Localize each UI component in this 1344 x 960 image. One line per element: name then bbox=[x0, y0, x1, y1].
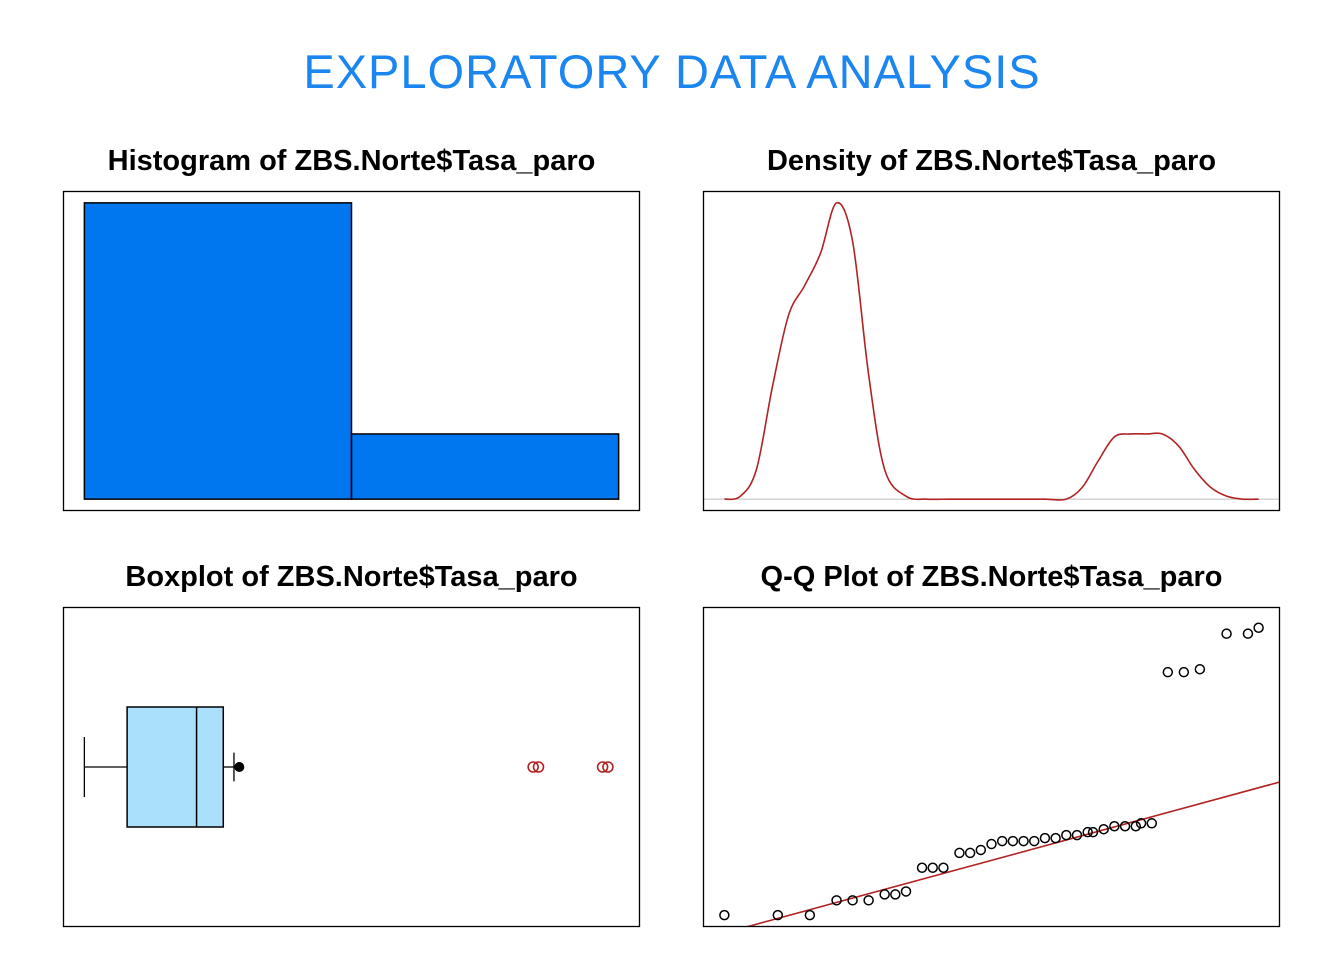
qq-point-18 bbox=[1018, 835, 1029, 847]
box-outlier-3 bbox=[602, 761, 614, 773]
qq-point-25 bbox=[1087, 826, 1099, 838]
qq-point-10 bbox=[927, 862, 938, 873]
histogram-bar-1 bbox=[350, 433, 620, 500]
qq-point-27 bbox=[1109, 821, 1120, 832]
histogram-chart bbox=[62, 190, 641, 512]
qq-point-29 bbox=[1130, 821, 1141, 832]
qq-point-13 bbox=[964, 847, 976, 859]
qqplot-title: Q-Q Plot of ZBS.Norte$Tasa_paro bbox=[760, 561, 1223, 593]
qq-point-24 bbox=[1082, 826, 1093, 838]
qq-point-26 bbox=[1098, 823, 1109, 835]
box-outlier-1 bbox=[532, 761, 545, 773]
qq-point-37 bbox=[1253, 622, 1264, 633]
qq-point-23 bbox=[1071, 829, 1083, 841]
histogram-title: Histogram of ZBS.Norte$Tasa_paro bbox=[107, 145, 596, 177]
qqplot-chart bbox=[702, 606, 1281, 928]
box-outlier-0 bbox=[527, 761, 539, 773]
box-mean-point bbox=[234, 762, 245, 772]
qq-point-12 bbox=[954, 847, 965, 859]
qq-point-34 bbox=[1194, 663, 1206, 675]
qq-point-20 bbox=[1039, 832, 1051, 844]
qq-point-14 bbox=[975, 844, 987, 856]
plot-frame bbox=[62, 606, 641, 928]
qq-point-3 bbox=[831, 895, 842, 906]
qq-point-16 bbox=[996, 835, 1008, 847]
box-body bbox=[126, 706, 225, 828]
qq-point-5 bbox=[863, 895, 874, 906]
qq-point-30 bbox=[1135, 818, 1147, 829]
qq-point-15 bbox=[986, 838, 997, 850]
qq-point-9 bbox=[916, 862, 928, 873]
qq-point-11 bbox=[938, 862, 949, 873]
plot-frame bbox=[702, 606, 1281, 928]
qq-point-1 bbox=[772, 909, 784, 921]
qq-point-6 bbox=[879, 889, 890, 900]
qq-point-8 bbox=[900, 886, 912, 897]
qq-point-22 bbox=[1061, 829, 1072, 841]
qq-point-4 bbox=[847, 895, 858, 906]
plot-frame bbox=[62, 190, 641, 512]
qq-point-0 bbox=[719, 909, 730, 921]
box-outlier-2 bbox=[596, 761, 609, 773]
density-title: Density of ZBS.Norte$Tasa_paro bbox=[766, 145, 1217, 177]
qq-point-31 bbox=[1146, 818, 1158, 829]
boxplot-title: Boxplot of ZBS.Norte$Tasa_paro bbox=[125, 561, 578, 593]
page-title: EXPLORATORY DATA ANALYSIS bbox=[303, 45, 1041, 98]
qq-point-28 bbox=[1119, 821, 1131, 832]
density-chart bbox=[702, 190, 1281, 512]
qq-point-17 bbox=[1007, 835, 1019, 847]
qq-point-32 bbox=[1162, 666, 1174, 678]
qq-fit-line bbox=[743, 781, 1280, 927]
qq-point-2 bbox=[804, 909, 816, 921]
density-curve bbox=[724, 201, 1259, 501]
boxplot-chart bbox=[62, 606, 641, 928]
qq-point-21 bbox=[1050, 832, 1061, 844]
qq-point-33 bbox=[1178, 666, 1190, 678]
plot-frame bbox=[702, 190, 1281, 512]
qq-point-7 bbox=[890, 889, 901, 900]
qq-point-36 bbox=[1242, 628, 1254, 639]
qq-point-19 bbox=[1028, 835, 1040, 847]
histogram-bar-0 bbox=[83, 202, 353, 500]
qq-point-35 bbox=[1221, 628, 1232, 639]
